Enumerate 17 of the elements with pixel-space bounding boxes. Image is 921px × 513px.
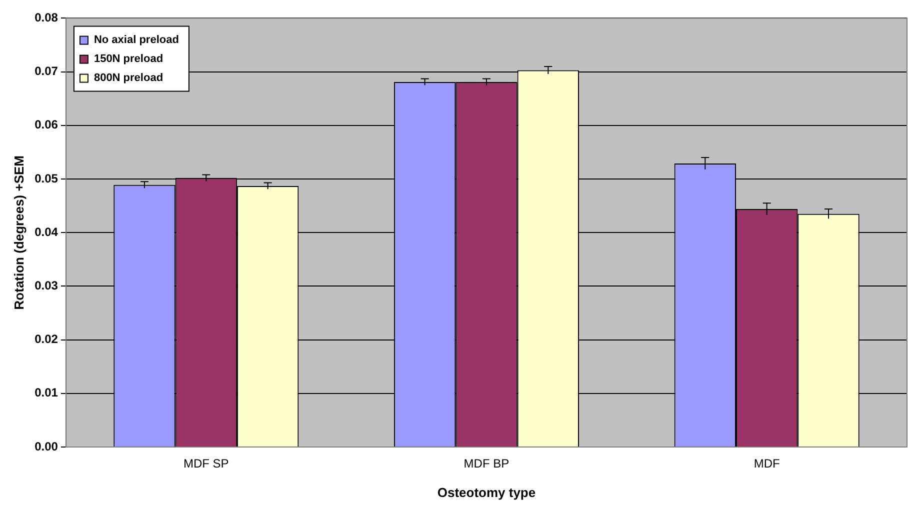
y-tick-label: 0.07 xyxy=(34,64,58,78)
legend-label: No axial preload xyxy=(94,34,179,46)
y-tick-label: 0.01 xyxy=(34,386,58,400)
y-tick-label: 0.06 xyxy=(34,118,58,132)
y-tick-label: 0.02 xyxy=(34,332,58,346)
y-tick-label: 0.03 xyxy=(34,278,58,293)
x-tick-label: MDF xyxy=(754,456,780,471)
y-tick-label: 0.04 xyxy=(34,224,58,239)
y-tick-label: 0.05 xyxy=(34,171,58,186)
x-axis-title: Osteotomy type xyxy=(437,484,536,500)
y-tick-label: 0.00 xyxy=(34,439,58,454)
x-tick-label: MDF SP xyxy=(183,456,229,471)
y-tick-label: 0.08 xyxy=(34,10,58,25)
legend-label: 150N preload xyxy=(94,53,164,66)
legend-label: 800N preload xyxy=(94,72,164,84)
y-axis-title: Rotation (degrees) +SEM xyxy=(11,155,26,310)
x-tick-label: MDF BP xyxy=(464,456,510,471)
